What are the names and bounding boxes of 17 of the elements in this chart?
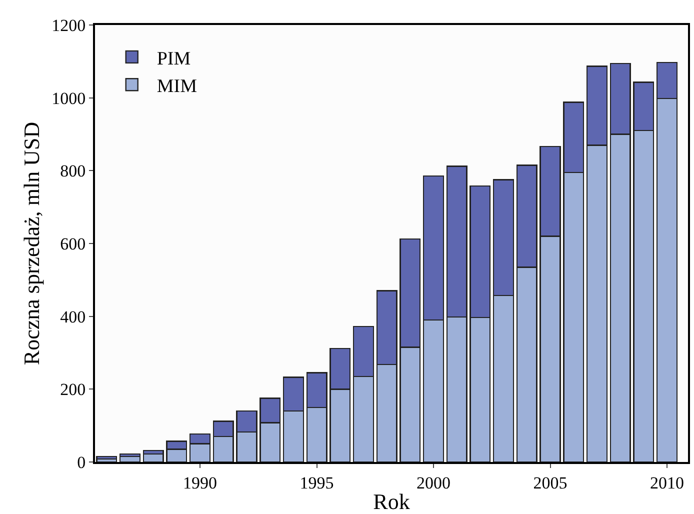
x-axis-title: Rok — [373, 488, 410, 514]
y-tick-label: 200 — [60, 380, 86, 400]
y-axis-title: Roczna sprzedaż, mln USD — [18, 122, 44, 366]
legend-label: PIM — [156, 48, 191, 70]
y-tick-label: 400 — [60, 307, 86, 326]
legend-label: MIM — [156, 76, 198, 98]
x-tick-label: 2000 — [416, 473, 451, 492]
x-tick-label: 2005 — [533, 473, 568, 492]
bar — [96, 456, 118, 460]
x-tick-label: 1990 — [183, 473, 218, 492]
x-tick-label: 1995 — [300, 473, 334, 492]
y-tick-label: 1000 — [52, 88, 86, 108]
y-tick-label: 1200 — [52, 16, 86, 35]
y-tick-label: 0 — [77, 452, 86, 472]
y-tick-label: 600 — [60, 234, 86, 254]
y-tick-label: 800 — [60, 162, 86, 181]
x-tick-label: 2010 — [650, 473, 684, 492]
